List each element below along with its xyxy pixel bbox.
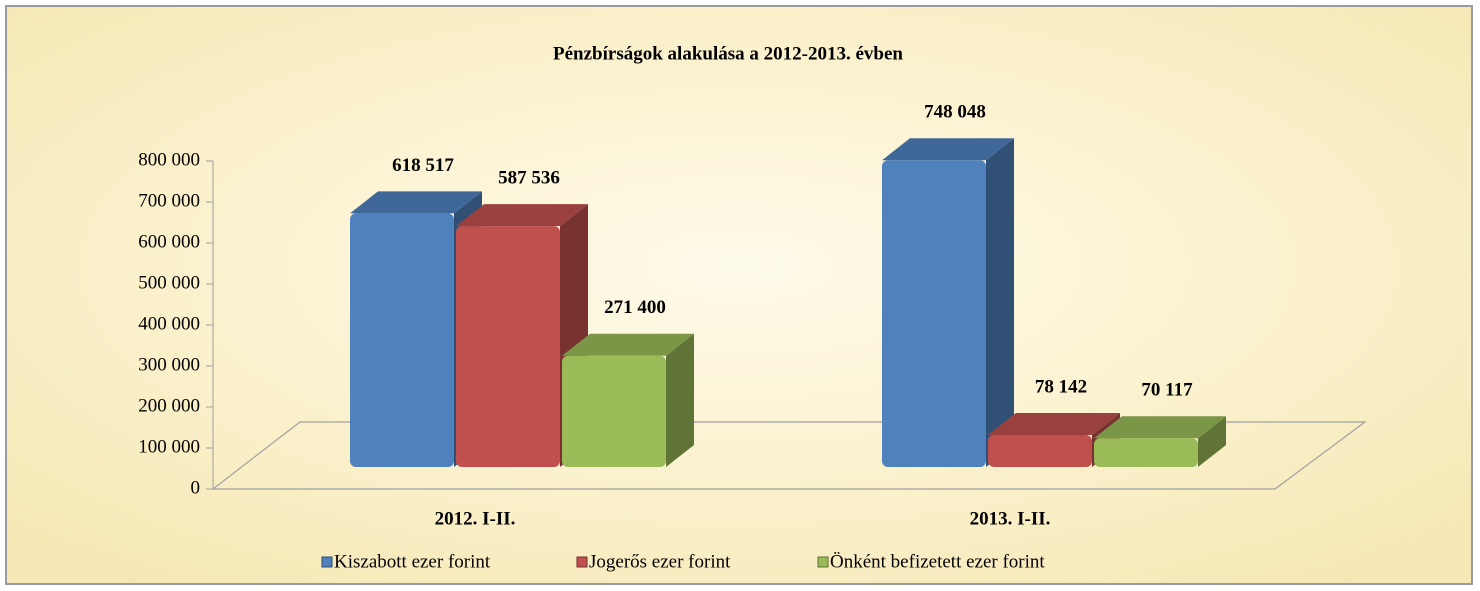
- data-label: 587 536: [498, 167, 560, 188]
- bar-side: [666, 333, 694, 467]
- y-tick-label: 800 000: [138, 149, 200, 170]
- bar: [882, 160, 986, 467]
- legend-marker: [321, 556, 333, 568]
- x-tick-label: 2013. I-II.: [970, 508, 1051, 529]
- bar-side: [986, 138, 1014, 467]
- legend-label: Jogerős ezer forint: [589, 551, 731, 572]
- bar-top: [350, 191, 482, 214]
- bar: [350, 213, 454, 467]
- y-tick-label: 400 000: [138, 313, 200, 334]
- bar-top: [882, 138, 1014, 161]
- bar-top: [456, 204, 588, 227]
- y-tick-label: 300 000: [138, 354, 200, 375]
- bar-top: [988, 412, 1120, 435]
- bar-top: [1094, 416, 1226, 439]
- y-tick-label: 500 000: [138, 272, 200, 293]
- bar: [456, 226, 560, 467]
- y-tick-label: 200 000: [138, 395, 200, 416]
- legend-marker: [576, 556, 588, 568]
- data-label: 78 142: [1035, 376, 1087, 397]
- data-label: 271 400: [604, 297, 666, 318]
- bar: [1094, 438, 1198, 467]
- y-tick-label: 700 000: [138, 190, 200, 211]
- floor: [211, 421, 1367, 490]
- bar-side: [1198, 416, 1226, 467]
- bar: [988, 434, 1092, 467]
- y-tick-label: 100 000: [138, 436, 200, 457]
- bar-top: [562, 333, 694, 356]
- chart-title: Pénzbírságok alakulása a 2012-2013. évbe…: [553, 43, 903, 64]
- bar: [562, 355, 666, 467]
- y-tick-label: 0: [191, 477, 201, 498]
- legend-label: Kiszabott ezer forint: [334, 551, 491, 572]
- chart-background: [5, 5, 1473, 585]
- data-label: 748 048: [924, 102, 986, 123]
- legend-marker: [817, 556, 829, 568]
- legend-label: Önként befizetett ezer forint: [830, 551, 1045, 572]
- data-label: 618 517: [392, 155, 454, 176]
- y-tick-label: 600 000: [138, 231, 200, 252]
- data-label: 70 117: [1141, 380, 1193, 401]
- x-tick-label: 2012. I-II.: [435, 508, 516, 529]
